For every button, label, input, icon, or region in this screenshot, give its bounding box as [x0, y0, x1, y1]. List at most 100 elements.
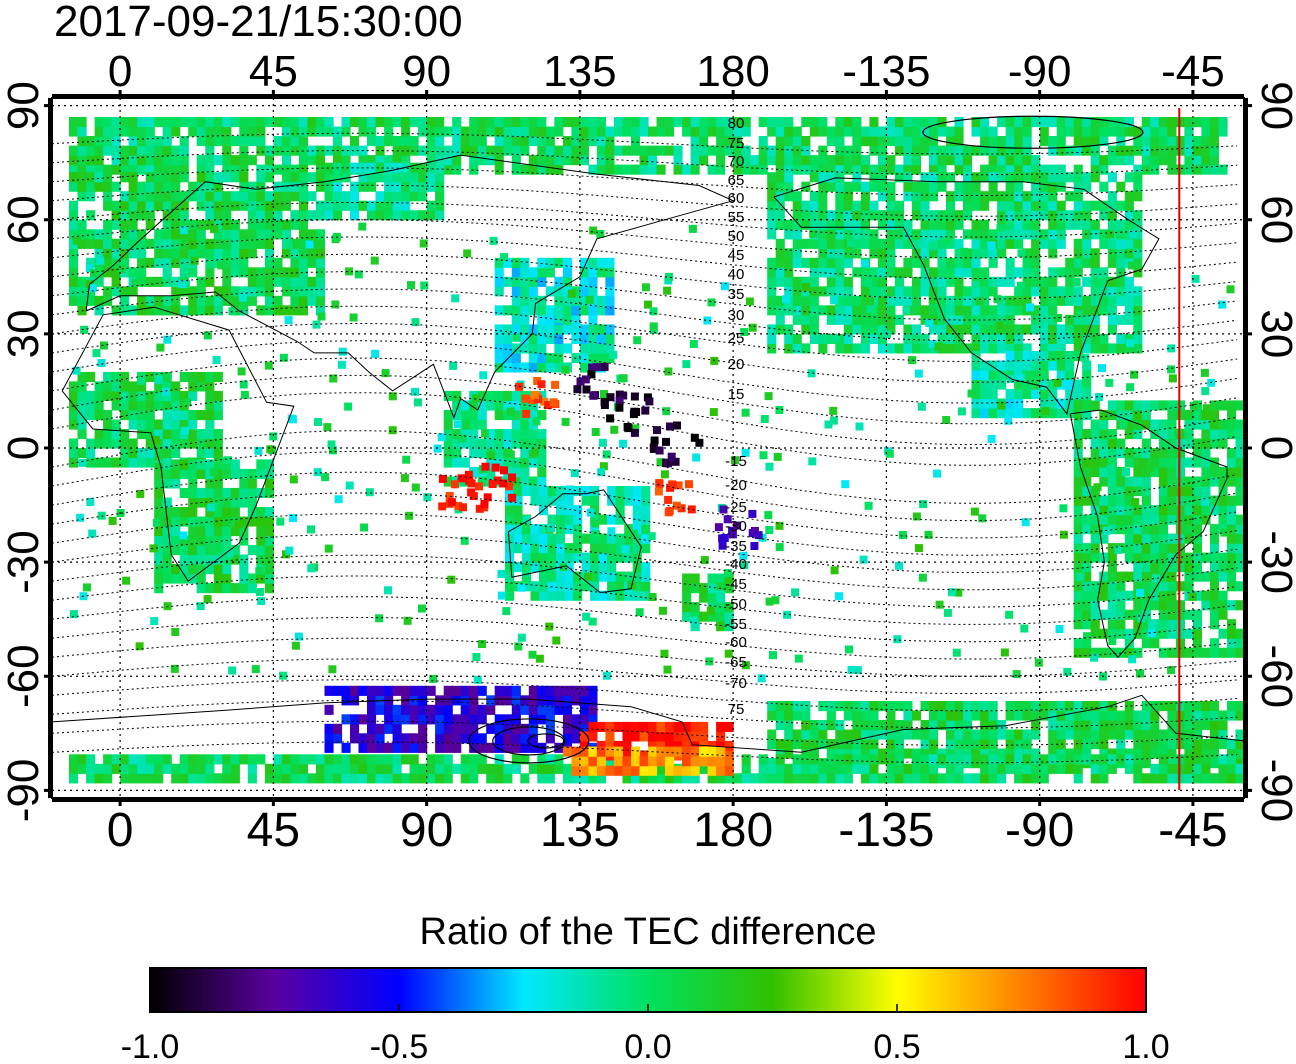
tec-cell: [1075, 309, 1084, 318]
tec-cell: [960, 247, 969, 256]
tec-cell: [213, 545, 223, 556]
tec-cell: [358, 754, 368, 765]
tec-cell: [911, 200, 921, 211]
tec-cell: [1014, 164, 1024, 175]
tec-cell: [486, 429, 496, 440]
tec-cell: [494, 352, 504, 363]
tec-cell: [256, 136, 266, 147]
tec-cell: [997, 164, 1007, 175]
tec-cell: [1031, 763, 1041, 774]
tec-cell: [758, 155, 768, 166]
tec-cell: [1099, 514, 1109, 525]
tec-cell: [682, 746, 692, 757]
tec-cell: [716, 573, 726, 584]
tec-cell: [188, 219, 198, 230]
tec-cell: [1039, 200, 1049, 211]
tec-cell: [443, 704, 453, 715]
tec-cell: [1227, 543, 1237, 554]
tec-cell: [1116, 219, 1126, 230]
tec-cell: [539, 590, 549, 601]
tec-cell: [477, 438, 487, 449]
tec-cell: [980, 370, 990, 381]
tec-cell: [77, 286, 87, 297]
tec-cell: [290, 763, 300, 774]
tec-cell: [281, 155, 291, 166]
tec-cell: [1073, 286, 1083, 297]
tec-cell: [458, 434, 467, 443]
tec-cell: [449, 361, 458, 370]
tec-cell: [137, 267, 147, 278]
tec-cell: [1090, 126, 1100, 137]
tec-cell: [954, 754, 964, 765]
tec-cell: [648, 593, 657, 601]
tec-cell: [1133, 581, 1143, 592]
tec-cell: [1158, 748, 1168, 759]
tec-cell: [1141, 552, 1151, 563]
tec-cell: [579, 756, 589, 767]
tec-cell: [547, 524, 556, 532]
tec-cell: [1095, 393, 1103, 401]
tec-cell: [954, 117, 964, 128]
tec-cell: [545, 305, 555, 316]
tec-cell: [1133, 164, 1143, 175]
tec-cell: [641, 581, 651, 592]
tec-cell: [929, 164, 939, 175]
tec-cell: [660, 649, 669, 658]
tec-cell: [443, 457, 453, 468]
tec-cell: [903, 748, 913, 759]
tec-cell: [1090, 314, 1100, 325]
tec-cell: [530, 543, 540, 554]
tec-cell: [784, 276, 794, 287]
tec-cell: [222, 126, 232, 137]
tec-cell: [528, 352, 538, 363]
tec-cell: [590, 543, 600, 554]
tec-cell: [120, 219, 130, 230]
tec-cell: [171, 164, 181, 175]
tec-cell-hotspot: [748, 509, 757, 518]
tec-cell: [1048, 748, 1058, 759]
tec-cell: [622, 164, 632, 175]
tec-cell: [435, 136, 445, 147]
tec-cell: [213, 295, 223, 306]
tec-cell-hotspot: [672, 501, 681, 510]
tec-cell: [579, 765, 589, 776]
tec-cell: [877, 238, 887, 249]
contour-label-south: -35: [725, 538, 747, 555]
tec-cell: [545, 267, 555, 278]
magnetic-contour: [52, 323, 1238, 383]
tec-cell: [1235, 763, 1244, 774]
tec-cell: [108, 516, 117, 525]
tec-cell: [1235, 438, 1244, 449]
tec-cell: [520, 362, 530, 373]
tec-cell: [469, 704, 479, 715]
tec-cell: [128, 200, 138, 211]
tec-cell: [528, 333, 538, 344]
tec-cell: [1175, 739, 1185, 750]
tec-cell: [1022, 389, 1032, 400]
tec-cell: [1124, 486, 1134, 497]
tec-cell: [315, 210, 325, 221]
tec-cell: [1141, 590, 1151, 601]
tec-cell: [239, 172, 249, 183]
tec-cell: [1056, 333, 1066, 344]
contour-label-north: 30: [728, 307, 745, 324]
tec-cell: [1099, 748, 1109, 759]
tec-cell: [690, 126, 700, 137]
tec-cell: [537, 448, 547, 459]
tec-cell: [205, 219, 215, 230]
tec-cell: [239, 267, 249, 278]
tec-cell: [1141, 419, 1151, 430]
tec-cell-hotspot: [447, 498, 456, 507]
tec-cell: [179, 305, 189, 316]
tec-cell: [1081, 354, 1090, 363]
tec-cell: [1218, 429, 1228, 440]
tec-cell: [980, 773, 990, 784]
tec-cell: [1048, 210, 1058, 221]
tec-cell: [162, 267, 172, 278]
tec-cell: [673, 721, 683, 732]
tec-cell: [401, 714, 411, 725]
tec-cell: [1039, 389, 1049, 400]
tec-cell: [205, 429, 215, 440]
tec-cell: [1235, 729, 1244, 740]
tec-cell: [1073, 410, 1083, 421]
